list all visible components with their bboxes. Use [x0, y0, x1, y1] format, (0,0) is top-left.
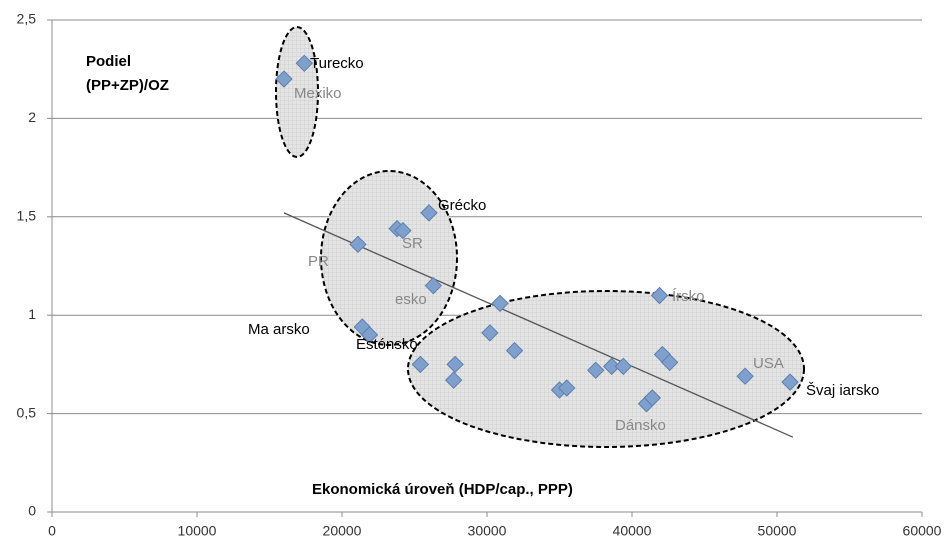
data-point — [349, 235, 367, 254]
trendline — [283, 212, 794, 438]
x-tick-label: 20000 — [323, 523, 362, 539]
annotation: PR — [308, 253, 329, 270]
annotation: Mexiko — [294, 85, 342, 102]
data-point — [650, 286, 669, 305]
data-point — [491, 294, 509, 313]
data-point — [420, 204, 438, 222]
x-tick-label: 0 — [48, 523, 56, 539]
x-tick-label: 10000 — [178, 523, 217, 539]
annotation: Estónsko — [356, 336, 418, 353]
y-tick-label: 0,5 — [17, 404, 37, 420]
data-point — [558, 379, 576, 397]
y-tick-label: 1 — [28, 306, 36, 322]
data-point — [660, 353, 679, 372]
data-point — [587, 361, 605, 380]
x-axis-label: Ekonomická úroveň (HDP/cap., PPP) — [312, 481, 573, 498]
data-point — [360, 326, 379, 344]
data-point — [446, 355, 464, 374]
annotation: Dánsko — [615, 417, 666, 434]
data-point — [781, 373, 799, 391]
data-point — [411, 355, 430, 374]
data-point — [614, 357, 633, 376]
plot — [275, 54, 799, 438]
data-point — [424, 276, 443, 295]
annotation: esko — [395, 291, 427, 308]
data-point — [736, 367, 754, 385]
data-point — [643, 389, 662, 407]
y-axis-label-line: (PP+ZP)/OZ — [86, 77, 169, 94]
data-point — [481, 324, 499, 342]
annotation: USA — [753, 355, 784, 372]
data-point — [602, 357, 621, 376]
data-point — [394, 221, 412, 240]
annotation: Ma arsko — [248, 321, 310, 338]
annotations: Turecko Mexiko Grécko SR PR esko Ma arsk… — [248, 55, 879, 434]
y-tick-label: 2 — [28, 109, 36, 125]
x-tick-label: 30000 — [468, 523, 507, 539]
y-tick-label: 2,5 — [17, 11, 37, 27]
data-point — [295, 54, 314, 73]
y-tick-label: 0 — [28, 503, 36, 519]
annotation: SR — [402, 235, 423, 252]
x-tick-label: 60000 — [903, 523, 942, 539]
annotation: Švaj iarsko — [806, 382, 879, 399]
y-axis-label: Podiel (PP+ZP)/OZ — [86, 53, 169, 94]
annotation: Grécko — [438, 197, 486, 214]
y-axis-label-line: Podiel — [86, 53, 131, 70]
data-point — [275, 70, 293, 88]
x-tick-label: 40000 — [613, 523, 652, 539]
group-ellipse — [320, 170, 458, 346]
groups — [275, 26, 805, 448]
annotation: Turecko — [310, 55, 364, 72]
data-point — [444, 371, 463, 389]
y-tick-label: 1,5 — [17, 208, 37, 224]
annotation: Írsko — [672, 288, 705, 305]
x-tick-label: 50000 — [758, 523, 797, 539]
data-point — [505, 341, 524, 360]
